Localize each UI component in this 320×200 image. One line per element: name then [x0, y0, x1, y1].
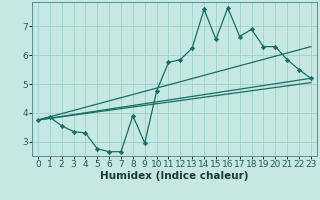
X-axis label: Humidex (Indice chaleur): Humidex (Indice chaleur)	[100, 171, 249, 181]
